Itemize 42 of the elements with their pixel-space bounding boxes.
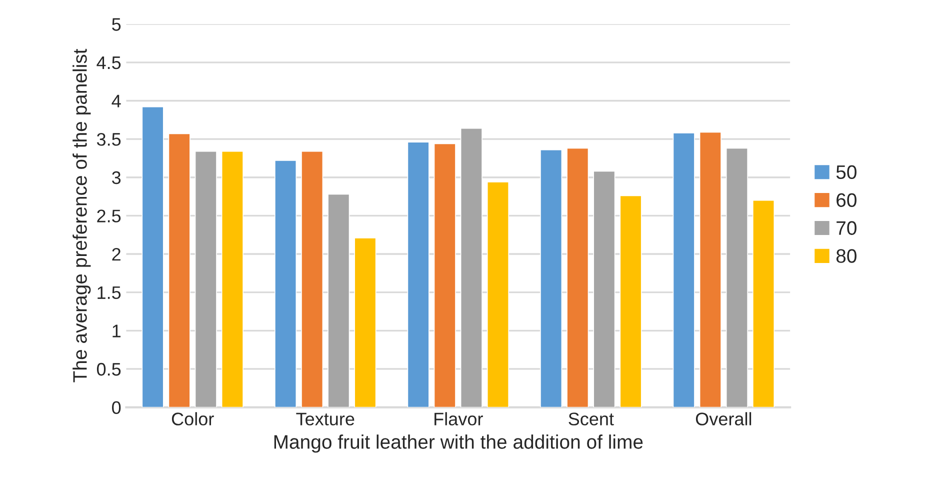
bar — [699, 132, 722, 408]
x-tick-label: Texture — [296, 412, 354, 426]
legend-label: 50 — [836, 165, 856, 180]
bar — [301, 150, 324, 408]
y-tick-label: 1.5 — [98, 286, 121, 300]
x-tick-label: Flavor — [434, 412, 483, 426]
y-tick-label: 4.5 — [96, 56, 121, 70]
y-tick-label: 3.5 — [96, 132, 121, 146]
legend-label: 80 — [836, 249, 856, 263]
bar — [194, 150, 217, 408]
y-tick-label: 2.5 — [97, 210, 121, 222]
y-tick-label: 0 — [112, 401, 121, 414]
x-axis-title: Mango fruit leather with the addition of lime — [274, 434, 643, 453]
x-tick-label: Scent — [568, 412, 614, 426]
bar — [540, 149, 562, 408]
bar — [620, 195, 642, 408]
bar — [726, 148, 748, 408]
bar — [566, 148, 589, 408]
y-tick-label: 2 — [112, 248, 120, 261]
x-tick-label: Overall — [696, 412, 752, 426]
bar — [168, 133, 190, 408]
bar — [593, 170, 616, 408]
bar — [434, 143, 456, 408]
y-tick-label: 0.5 — [96, 362, 121, 376]
bar — [486, 182, 510, 408]
bar — [221, 150, 244, 408]
legend-label: 60 — [836, 193, 856, 207]
bar — [407, 142, 430, 408]
y-tick-label: 1 — [112, 324, 120, 338]
bar — [328, 194, 350, 408]
bar — [142, 106, 164, 408]
y-tick-label: 3 — [112, 171, 121, 184]
y-tick-label: 4 — [112, 94, 121, 108]
x-tick-label: Color — [172, 412, 214, 426]
bar — [354, 238, 376, 408]
bar — [672, 132, 695, 408]
bar — [460, 128, 482, 408]
y-axis-title: The average preference of the panelist — [72, 48, 91, 382]
legend-label: 70 — [836, 221, 856, 235]
bar — [274, 160, 297, 408]
bar — [752, 200, 775, 408]
y-tick-label: 5 — [112, 18, 121, 31]
